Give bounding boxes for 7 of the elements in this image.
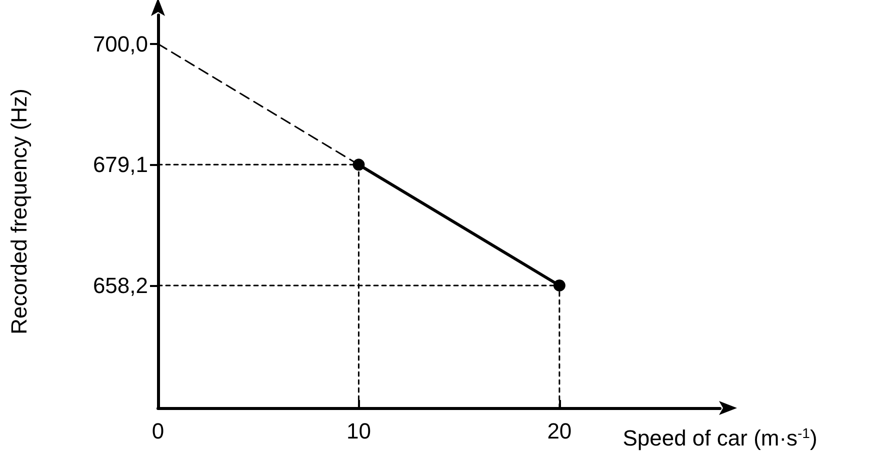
x-tick-label: 20 <box>547 418 572 444</box>
y-tick-label: 658,2 <box>92 272 148 298</box>
y-tick-label: 679,1 <box>92 152 148 178</box>
y-axis-title: Recorded frequency (Hz) <box>6 88 32 334</box>
x-tick-label: 10 <box>346 418 371 444</box>
x-tick-label: 0 <box>152 418 164 444</box>
y-tick-label: 700,0 <box>92 31 148 56</box>
